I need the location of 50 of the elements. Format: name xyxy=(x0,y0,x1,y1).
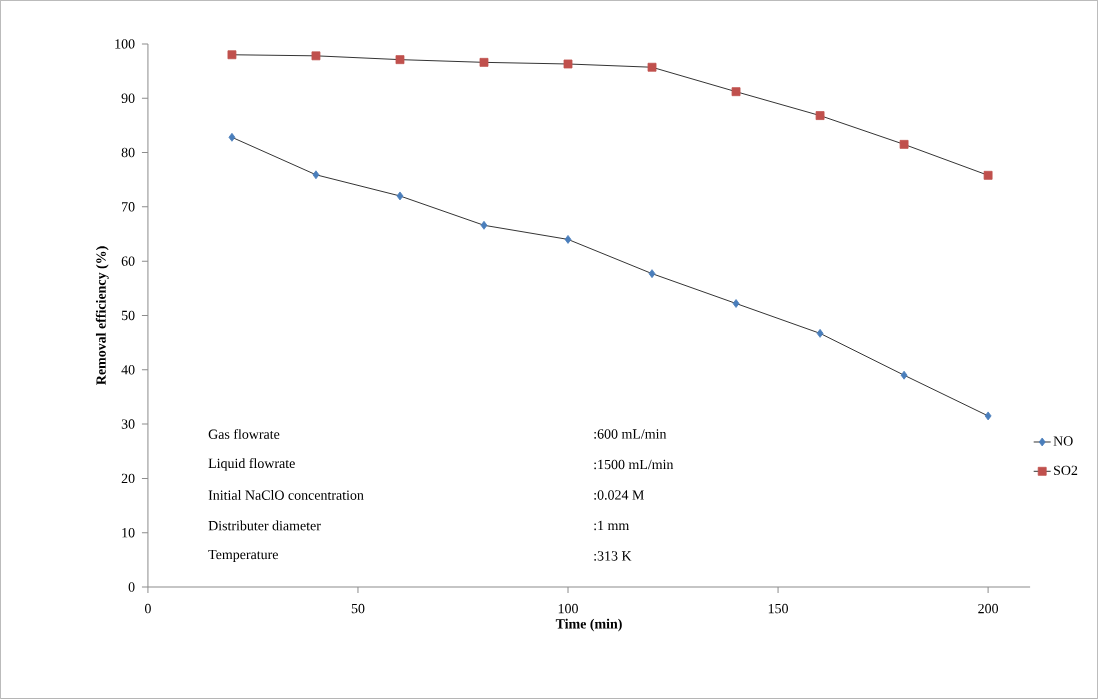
y-tick-label: 50 xyxy=(121,310,135,321)
point xyxy=(563,59,573,69)
point xyxy=(396,191,404,201)
y-tick-label: 100 xyxy=(115,39,135,49)
y-tick-label: 30 xyxy=(121,419,135,429)
y-tick-label: 70 xyxy=(122,202,135,212)
annotation: Initial NaClO concentration xyxy=(208,490,364,500)
y-tick-label: 10 xyxy=(122,528,135,538)
annotation: Temperature xyxy=(208,549,278,563)
y-tick-label: 80 xyxy=(121,147,135,158)
x-tick-label: 0 xyxy=(144,603,151,614)
point xyxy=(228,132,236,142)
point xyxy=(899,140,909,149)
annotation: :1 mm xyxy=(594,520,630,531)
annotation: Gas flowrate xyxy=(208,429,280,439)
y-tick-label: 20 xyxy=(121,473,135,484)
point xyxy=(311,51,321,61)
y-axis-title: Removal efficiency (%) xyxy=(95,246,109,385)
x-tick-label: 50 xyxy=(351,603,365,614)
annotation: Liquid flowrate xyxy=(208,458,295,471)
x-tick-label: 150 xyxy=(768,603,788,614)
point xyxy=(227,50,237,60)
point xyxy=(815,111,825,121)
point xyxy=(731,87,741,97)
y-tick-label: 60 xyxy=(121,256,135,266)
point xyxy=(900,370,908,380)
point xyxy=(732,299,740,308)
point xyxy=(479,57,489,67)
point xyxy=(312,170,320,180)
x-tick-label: 100 xyxy=(558,603,578,614)
y-tick-label: 90 xyxy=(121,93,135,103)
y-tick-label: 40 xyxy=(121,365,135,375)
point xyxy=(395,55,405,65)
y-tick-label: 0 xyxy=(128,582,135,592)
x-axis-title: Time (min) xyxy=(555,618,622,632)
annotation: :1500 mL/min xyxy=(594,459,674,470)
point xyxy=(480,220,488,230)
annotation: Distributer diameter xyxy=(208,520,321,531)
point xyxy=(647,62,657,72)
x-tick-label: 200 xyxy=(978,603,999,614)
annotation: :600 mL/min xyxy=(594,429,667,439)
point xyxy=(984,411,992,421)
annotation: :313 K xyxy=(594,551,632,561)
annotation: :0.024 M xyxy=(594,490,644,500)
point xyxy=(564,235,572,244)
point xyxy=(816,329,824,338)
point xyxy=(648,269,656,279)
point xyxy=(983,170,993,180)
legend-label: NO xyxy=(1053,436,1073,446)
legend-label: SO2 xyxy=(1054,465,1078,476)
